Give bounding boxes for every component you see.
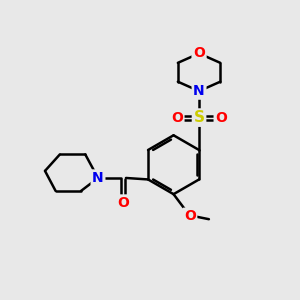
Text: N: N: [193, 84, 205, 98]
Text: N: N: [92, 171, 104, 185]
Text: S: S: [194, 110, 205, 125]
Text: O: O: [215, 111, 227, 124]
Text: O: O: [184, 209, 196, 223]
Text: O: O: [171, 111, 183, 124]
Text: O: O: [117, 196, 129, 210]
Text: O: O: [193, 46, 205, 60]
